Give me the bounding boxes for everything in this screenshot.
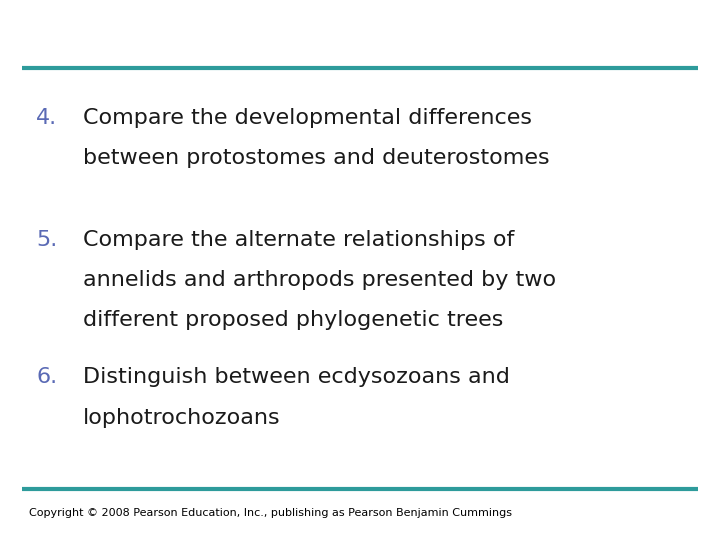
- Text: different proposed phylogenetic trees: different proposed phylogenetic trees: [83, 310, 503, 330]
- Text: lophotrochozoans: lophotrochozoans: [83, 408, 280, 428]
- Text: Compare the alternate relationships of: Compare the alternate relationships of: [83, 230, 514, 249]
- Text: Compare the developmental differences: Compare the developmental differences: [83, 108, 532, 128]
- Text: 4.: 4.: [36, 108, 57, 128]
- Text: Distinguish between ecdysozoans and: Distinguish between ecdysozoans and: [83, 367, 510, 387]
- Text: 5.: 5.: [36, 230, 58, 249]
- Text: Copyright © 2008 Pearson Education, Inc., publishing as Pearson Benjamin Cumming: Copyright © 2008 Pearson Education, Inc.…: [29, 508, 512, 518]
- Text: between protostomes and deuterostomes: between protostomes and deuterostomes: [83, 148, 549, 168]
- Text: 6.: 6.: [36, 367, 57, 387]
- Text: annelids and arthropods presented by two: annelids and arthropods presented by two: [83, 270, 556, 290]
